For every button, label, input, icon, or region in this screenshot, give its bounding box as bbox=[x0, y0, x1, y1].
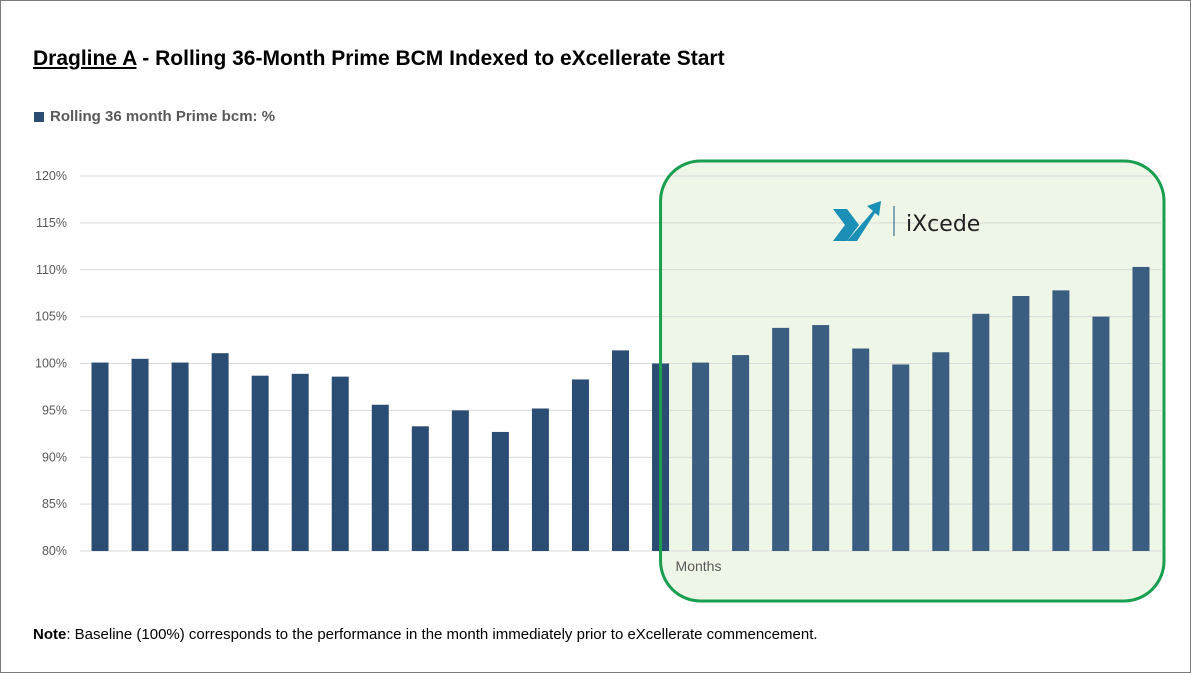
y-tick-label: 100% bbox=[35, 357, 67, 371]
logo-x-icon bbox=[833, 209, 859, 241]
note-label: Note bbox=[33, 626, 67, 643]
title-prefix: Dragline A bbox=[33, 47, 137, 70]
bar bbox=[91, 362, 109, 551]
bar bbox=[732, 355, 750, 551]
bar bbox=[331, 376, 349, 551]
bar bbox=[451, 410, 469, 551]
bar bbox=[1052, 290, 1070, 551]
y-tick-label: 90% bbox=[42, 450, 67, 464]
y-tick-label: 115% bbox=[36, 216, 67, 230]
y-tick-label: 105% bbox=[35, 310, 67, 324]
legend-label: Rolling 36 month Prime bcm: % bbox=[50, 108, 276, 125]
bar bbox=[1132, 266, 1150, 551]
y-tick-label: 80% bbox=[42, 544, 67, 558]
y-tick-label: 110% bbox=[36, 263, 67, 277]
bar bbox=[291, 373, 309, 551]
bar bbox=[932, 352, 950, 551]
bar bbox=[772, 327, 790, 551]
y-tick-label: 95% bbox=[42, 403, 67, 417]
bar bbox=[251, 375, 269, 551]
bar bbox=[1012, 296, 1030, 551]
title-rest: - Rolling 36-Month Prime BCM Indexed to … bbox=[136, 47, 725, 70]
legend: Rolling 36 month Prime bcm: % bbox=[34, 108, 275, 125]
note-text: : Baseline (100%) corresponds to the per… bbox=[66, 626, 818, 643]
bar bbox=[812, 325, 830, 551]
bar bbox=[531, 408, 549, 551]
bar bbox=[131, 358, 149, 551]
legend-swatch bbox=[34, 111, 44, 122]
bar bbox=[571, 379, 589, 551]
x-axis-label: Months bbox=[676, 558, 722, 574]
bar bbox=[491, 431, 509, 551]
highlight-border bbox=[659, 159, 1166, 603]
bar bbox=[371, 404, 389, 551]
footnote: Note: Baseline (100%) corresponds to the… bbox=[33, 626, 818, 643]
ixcede-logo: iXcede bbox=[833, 201, 980, 241]
bar bbox=[892, 364, 910, 551]
bar bbox=[171, 362, 189, 551]
logo-arrow-icon bbox=[847, 201, 881, 241]
logo-text: iXcede bbox=[906, 212, 980, 237]
bar bbox=[972, 313, 990, 551]
bar bbox=[852, 348, 870, 551]
bar bbox=[612, 350, 629, 551]
bar bbox=[1092, 316, 1110, 551]
chart-title: Dragline A - Rolling 36-Month Prime BCM … bbox=[33, 47, 725, 71]
bar bbox=[411, 426, 429, 551]
y-tick-label: 85% bbox=[42, 497, 67, 511]
bar bbox=[692, 362, 710, 551]
bar bbox=[211, 353, 229, 551]
y-tick-label: 120% bbox=[35, 169, 67, 183]
